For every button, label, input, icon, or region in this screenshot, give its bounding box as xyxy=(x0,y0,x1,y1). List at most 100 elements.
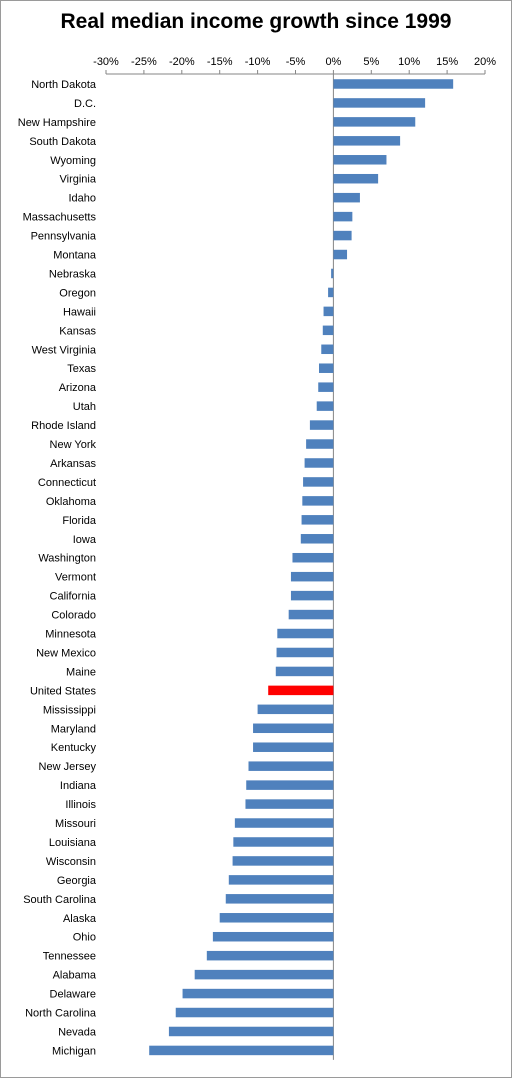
bar xyxy=(182,988,334,999)
category-label: Virginia xyxy=(60,174,97,186)
bar xyxy=(306,439,334,449)
bar xyxy=(333,173,379,184)
bar xyxy=(316,401,334,411)
x-tick-label: -25% xyxy=(131,56,157,68)
bar xyxy=(321,344,334,355)
bar xyxy=(331,268,334,279)
bar xyxy=(253,742,334,752)
bar xyxy=(245,799,334,809)
bar xyxy=(292,552,334,563)
category-label: Texas xyxy=(67,363,96,375)
bar xyxy=(318,382,334,392)
x-tick-label: 10% xyxy=(398,56,420,68)
category-label: North Carolina xyxy=(25,1008,97,1020)
category-label: Georgia xyxy=(57,875,97,887)
category-label: New Mexico xyxy=(36,647,96,659)
category-label: Florida xyxy=(62,515,97,527)
category-label: Maryland xyxy=(51,723,96,735)
bar xyxy=(290,590,334,601)
bar xyxy=(333,136,401,146)
bar xyxy=(290,571,334,582)
bar xyxy=(333,79,454,89)
category-label: New York xyxy=(50,439,97,451)
category-label: Nebraska xyxy=(49,268,97,280)
bar xyxy=(328,287,334,298)
bar xyxy=(194,969,334,980)
bar xyxy=(333,117,416,127)
bar xyxy=(300,534,334,544)
category-label: California xyxy=(50,591,97,603)
category-label: Alabama xyxy=(53,970,97,982)
category-label: Minnesota xyxy=(45,629,97,641)
bar xyxy=(276,647,334,658)
bar xyxy=(303,477,334,487)
x-tick-label: -15% xyxy=(207,56,233,68)
category-label: Wyoming xyxy=(50,155,96,167)
category-label: Kentucky xyxy=(51,742,97,754)
bar xyxy=(168,1026,334,1037)
bar xyxy=(302,496,334,506)
bar xyxy=(149,1045,334,1056)
bar xyxy=(234,818,334,828)
chart-title: Real median income growth since 1999 xyxy=(60,10,452,33)
x-tick-label: -5% xyxy=(286,56,306,68)
category-label: Massachusetts xyxy=(23,212,97,224)
bar xyxy=(275,666,334,677)
x-tick-label: 20% xyxy=(474,56,496,68)
category-label: D.C. xyxy=(74,98,96,110)
bar xyxy=(304,458,334,468)
bar xyxy=(232,856,334,866)
x-tick-label: 5% xyxy=(363,56,379,68)
category-label: Oklahoma xyxy=(46,496,97,508)
bar xyxy=(257,704,334,715)
category-label: Alaska xyxy=(63,913,97,925)
bar xyxy=(268,685,334,696)
bar xyxy=(333,98,426,108)
category-label: United States xyxy=(30,685,97,697)
x-tick-label: -30% xyxy=(93,56,119,68)
category-label: Colorado xyxy=(51,610,96,622)
bar xyxy=(219,913,334,923)
bar xyxy=(333,211,353,222)
category-label: Arizona xyxy=(59,382,97,394)
bar xyxy=(288,609,334,620)
category-label: Connecticut xyxy=(38,477,96,489)
bar xyxy=(309,420,334,430)
category-label: Wisconsin xyxy=(46,856,96,868)
category-label: Mississippi xyxy=(43,704,96,716)
category-label: Nevada xyxy=(58,1026,97,1038)
bar xyxy=(233,837,334,847)
category-label: Iowa xyxy=(73,534,97,546)
category-label: Tennessee xyxy=(43,951,96,963)
bar xyxy=(333,192,360,203)
bar xyxy=(212,931,334,942)
category-label: Arkansas xyxy=(50,458,96,470)
bar xyxy=(246,780,334,790)
bar xyxy=(333,249,348,260)
category-label: South Carolina xyxy=(23,894,97,906)
bar xyxy=(175,1007,334,1018)
x-tick-label: 0% xyxy=(325,56,341,68)
category-label: Delaware xyxy=(50,989,96,1001)
category-label: Utah xyxy=(73,401,96,413)
category-label: South Dakota xyxy=(29,136,97,148)
category-label: Michigan xyxy=(52,1045,96,1057)
category-label: Missouri xyxy=(55,818,96,830)
bar xyxy=(253,723,334,734)
category-label: Indiana xyxy=(60,780,97,792)
bar xyxy=(318,363,334,373)
x-tick-label: -10% xyxy=(245,56,271,68)
category-label: Maine xyxy=(66,666,96,678)
category-label: Montana xyxy=(53,250,97,262)
category-label: Ohio xyxy=(73,932,96,944)
category-label: Pennsylvania xyxy=(31,231,97,243)
category-label: New Hampshire xyxy=(18,117,96,129)
bar xyxy=(333,230,352,241)
category-label: Oregon xyxy=(59,287,96,299)
category-label: Washington xyxy=(38,553,96,565)
category-label: Hawaii xyxy=(63,306,96,318)
bar xyxy=(225,894,334,904)
bar xyxy=(248,761,334,771)
bar xyxy=(301,515,334,525)
